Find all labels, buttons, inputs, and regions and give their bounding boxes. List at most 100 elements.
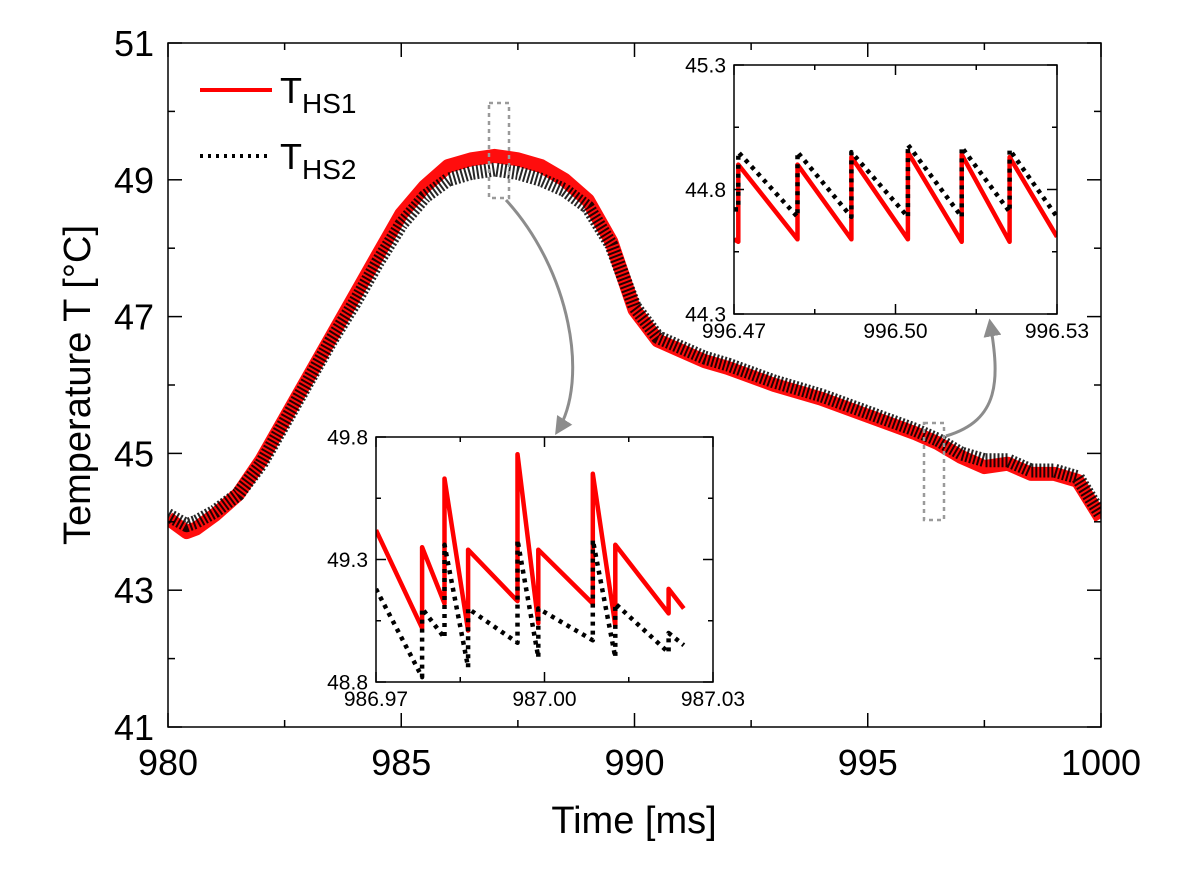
inset-peak-point-ths2 [668,652,669,653]
main-point-ths2 [331,340,332,341]
inset-peak-series-lines [376,451,686,680]
main-point-ths2 [821,395,822,396]
inset-peak-point-ths2 [538,608,539,609]
inset-peak-line-ths1 [376,451,686,633]
zoom-arrow-tail [945,318,1002,438]
legend-label-ths1-main: T [280,70,302,111]
inset-tail-point-ths1 [907,239,908,240]
inset-plot-peak: 986.97 987.00 987.03 48.8 49.3 49.8 [327,427,745,711]
inset-peak-point-ths2 [444,637,445,638]
inset-tail-point-ths1 [851,239,852,240]
main-point-ths2 [984,460,985,461]
inset-tail-point-ths2 [797,216,798,217]
main-point-ths1 [261,460,262,461]
inset-peak-point-ths1 [444,478,445,479]
main-point-ths2 [284,422,285,423]
legend-label-ths2: THS2 [280,136,356,185]
inset-peak-point-ths1 [615,544,616,545]
inset-tail-point-ths1 [1009,241,1010,242]
main-y-tick-label: 43 [114,570,154,611]
inset-tail-series-ths2 [734,142,1057,220]
inset-peak-point-ths1 [683,608,684,609]
main-band-ths2 [168,162,1101,533]
inset-peak-point-ths2 [592,539,593,540]
main-point-ths1 [471,159,472,160]
main-x-tick-label: 985 [371,742,431,783]
inset-peak-point-ths2 [592,640,593,641]
main-point-ths2 [937,439,938,440]
inset-peak-point-ths1 [422,547,423,548]
zoom-arrow-peak [504,198,575,436]
main-x-tick-label: 995 [838,742,898,783]
main-point-ths1 [214,515,215,516]
inset-tail-x-axis-ticks: 996.47 996.50 996.53 [702,65,1089,343]
inset-tail-point-ths2 [961,147,962,148]
main-point-ths2 [1054,470,1055,471]
legend-label-ths1-sub: HS1 [302,88,356,119]
inset-tail-point-ths1 [961,241,962,242]
legend-label-ths2-main: T [280,136,302,177]
inset-peak-point-ths2 [683,645,684,646]
inset-tail-y-tick-label: 44.8 [685,179,726,202]
main-y-axis-ticks: 41 43 45 47 49 51 [114,23,1101,748]
main-point-ths1 [564,179,565,180]
inset-peak-y-tick-label: 48.8 [327,672,368,695]
inset-tail-point-ths1 [961,154,962,155]
main-point-ths2 [587,207,588,208]
main-point-ths1 [424,186,425,187]
inset-peak-point-ths1 [422,628,423,629]
main-point-ths2 [494,169,495,170]
inset-peak-series-ths1 [376,451,686,633]
main-point-ths2 [517,173,518,174]
inset-peak-point-ths1 [538,623,539,624]
main-x-tick-label: 980 [138,742,198,783]
inset-tail-x-tick-label: 996.50 [863,320,927,343]
main-point-ths2 [774,381,775,382]
inset-peak-point-ths1 [517,601,518,602]
inset-peak-point-ths1 [592,473,593,474]
x-axis-label: Time [ms] [551,800,716,842]
inset-tail-y-axis-ticks: 44.3 44.8 45.3 [685,55,1057,327]
y-axis-label: Temperature T [°C] [57,225,99,545]
inset-tail-x-tick-label: 996.47 [702,320,766,343]
main-point-ths2 [1031,470,1032,471]
main-point-ths2 [541,179,542,180]
main-y-tick-label: 45 [114,433,154,474]
legend: THS1 THS2 [200,70,356,185]
inset-peak-x-axis-ticks: 986.97 987.00 987.03 [344,437,745,711]
inset-tail-point-ths2 [851,216,852,217]
main-point-ths1 [914,432,915,433]
inset-tail-background [734,65,1057,314]
inset-tail-series-ths1 [734,149,1057,245]
main-x-tick-label: 1000 [1061,742,1141,783]
inset-peak-point-ths2 [468,608,469,609]
inset-plot-tail: 996.47 996.50 996.53 44.3 44.8 45.3 [685,55,1089,343]
main-point-ths1 [494,155,495,156]
main-y-tick-label: 51 [114,23,154,64]
inset-tail-y-tick-label: 44.3 [685,304,726,327]
inset-tail-point-ths1 [797,239,798,240]
inset-peak-point-ths2 [538,657,539,658]
inset-peak-x-tick-label: 987.03 [681,688,745,711]
main-point-ths2 [424,196,425,197]
inset-tail-point-ths2 [907,144,908,145]
inset-tail-point-ths1 [738,241,739,242]
main-point-ths2 [238,494,239,495]
inset-tail-line-ths2 [734,142,1057,220]
inset-tail-point-ths2 [1009,211,1010,212]
inset-peak-point-ths2 [517,539,518,540]
main-point-ths1 [774,385,775,386]
inset-peak-point-ths1 [538,549,539,550]
main-point-ths2 [196,521,197,522]
inset-tail-point-ths2 [738,209,739,210]
main-point-ths2 [186,525,187,526]
inset-peak-point-ths2 [422,608,423,609]
main-point-ths2 [307,381,308,382]
inset-peak-point-ths2 [422,677,423,678]
main-point-ths1 [541,166,542,167]
inset-tail-point-ths2 [1009,149,1010,150]
inset-tail-point-ths2 [797,152,798,153]
main-point-ths2 [447,179,448,180]
main-point-ths1 [961,456,962,457]
inset-peak-point-ths1 [444,603,445,604]
